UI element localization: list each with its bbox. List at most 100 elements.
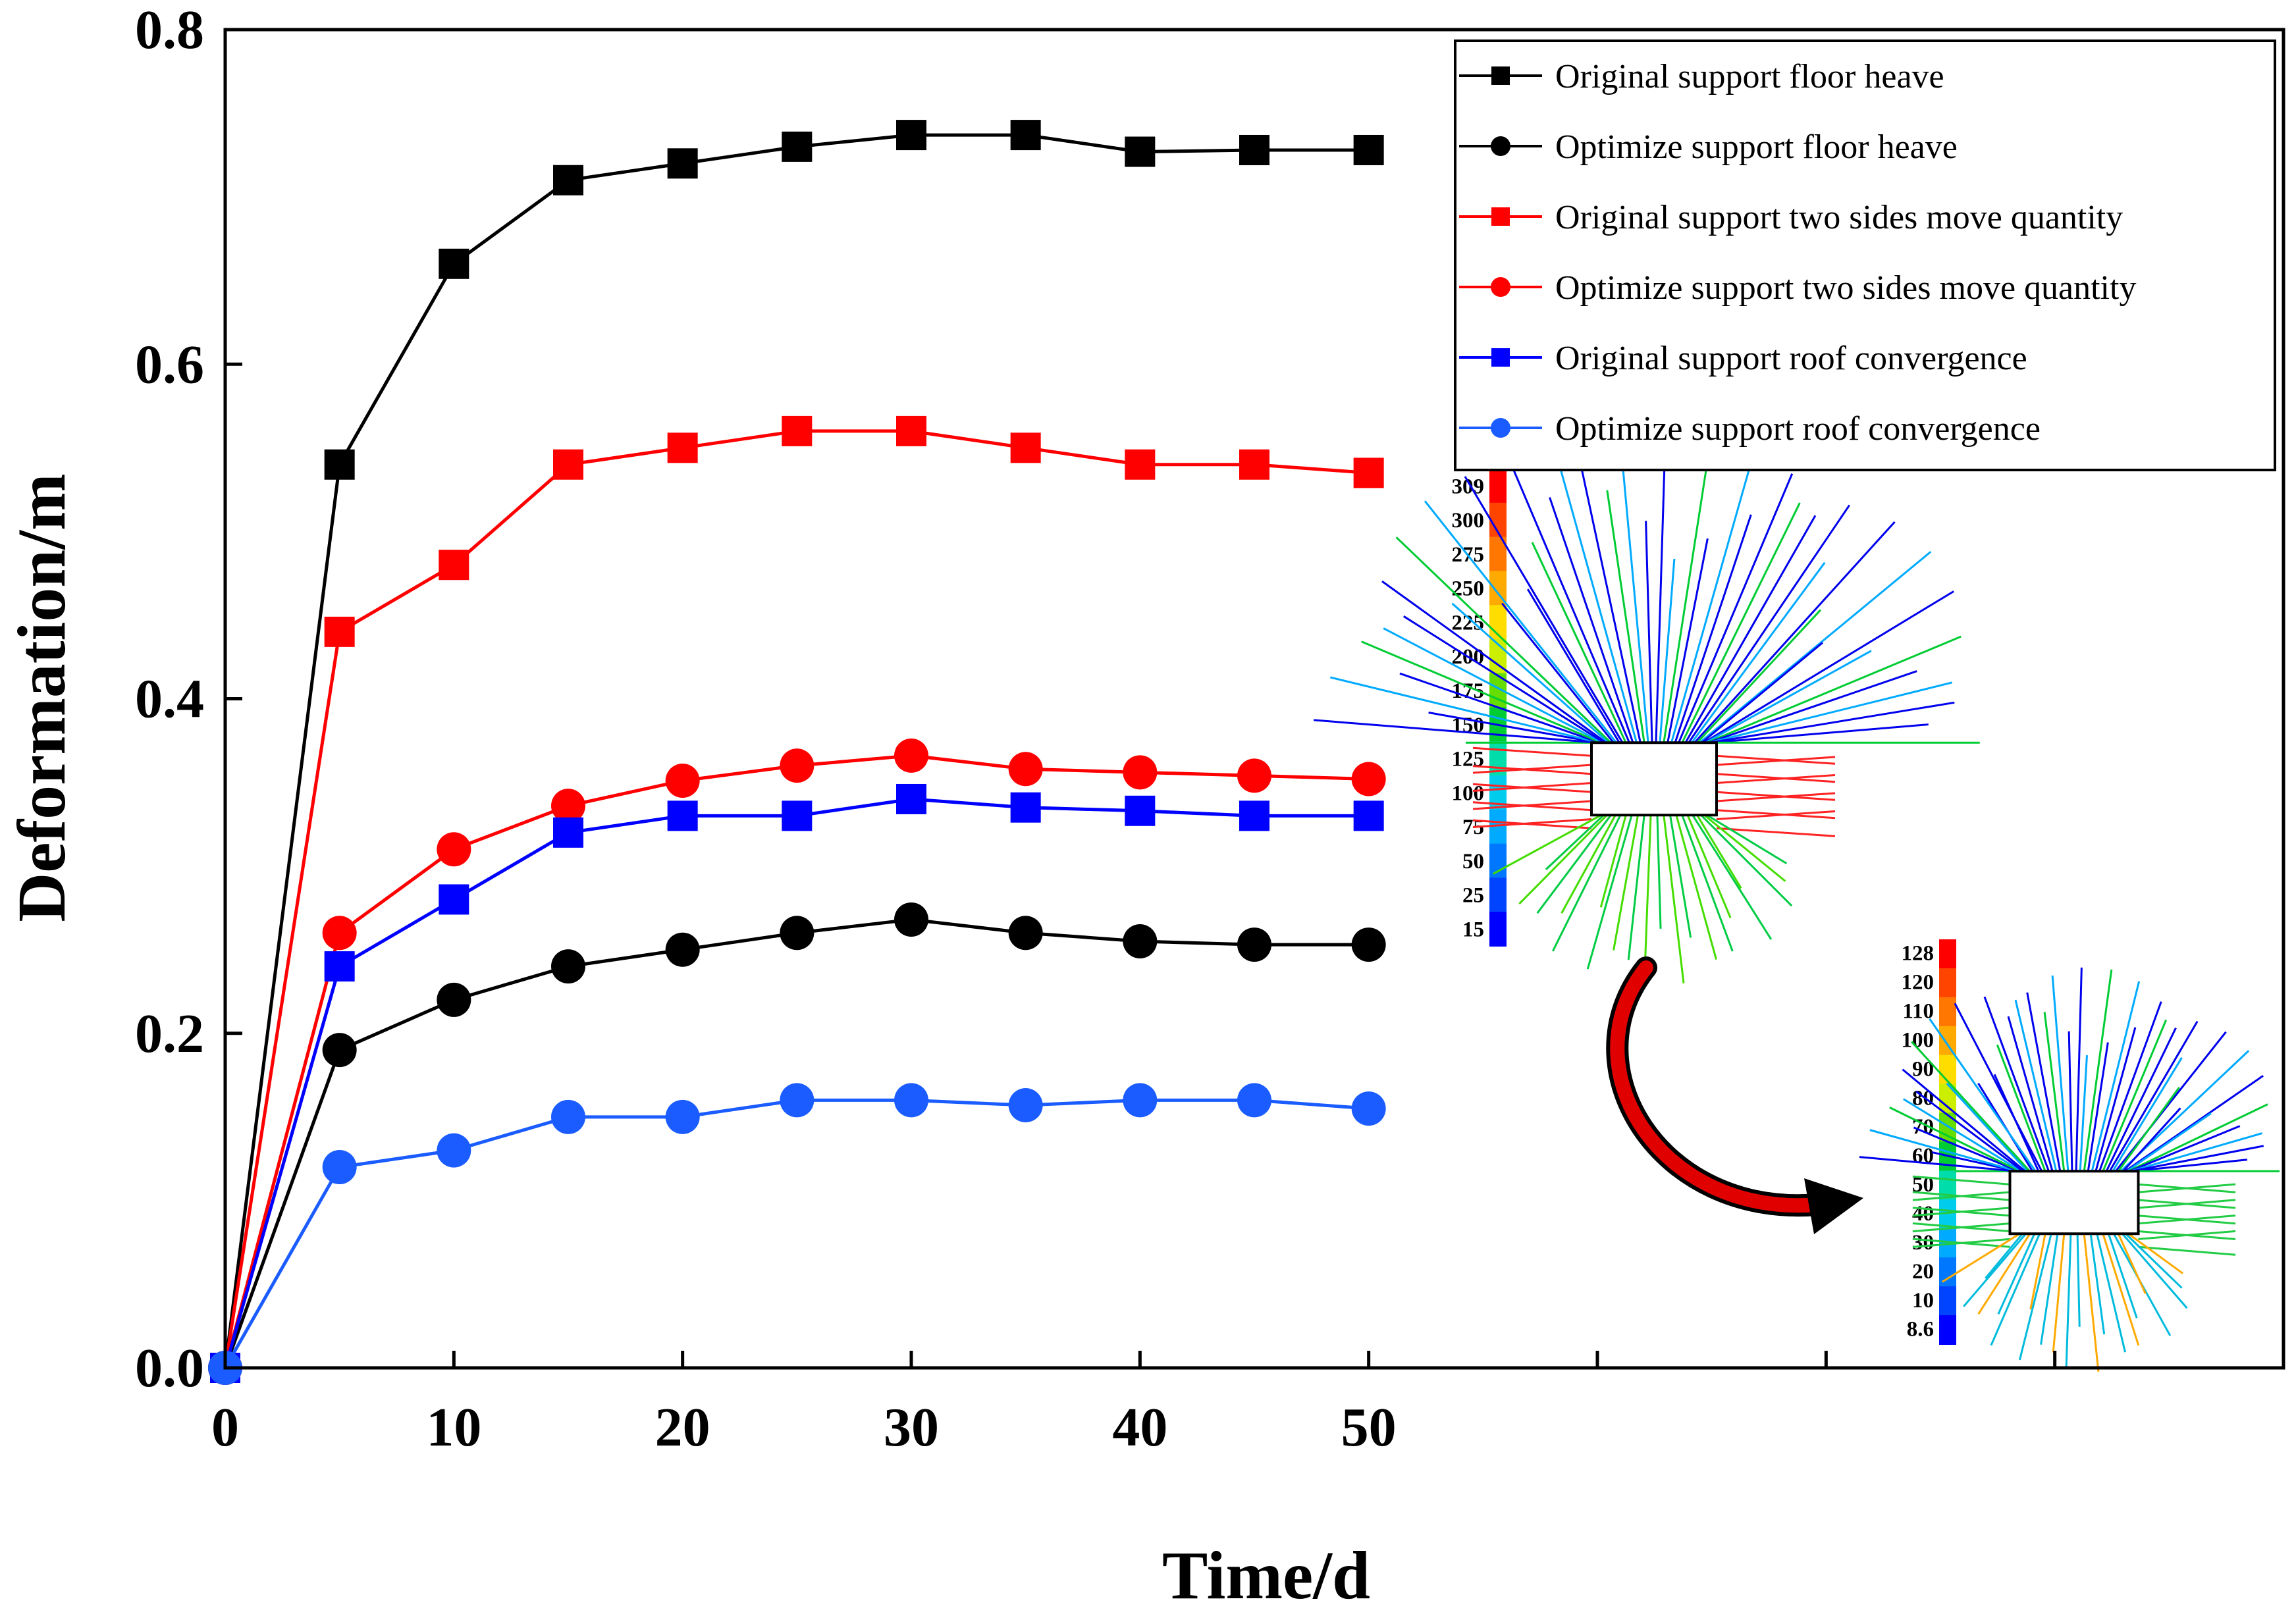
data-point — [896, 120, 926, 151]
vector-line — [2083, 969, 2113, 1172]
colorbar-band — [1489, 877, 1507, 913]
vector-line — [1472, 746, 1592, 757]
vector-line — [2127, 1103, 2268, 1172]
data-point — [782, 415, 813, 446]
legend-label: Optimize support two sides move quantity — [1555, 269, 2136, 307]
colorbar-label: 10 — [1912, 1289, 1934, 1313]
data-point — [667, 432, 698, 463]
vector-line — [1681, 814, 1734, 952]
vector-line — [2029, 1233, 2046, 1310]
vector-line — [1329, 676, 1599, 744]
vector-line — [1707, 670, 1917, 744]
data-point — [1239, 134, 1269, 165]
vector-line — [1663, 815, 1685, 983]
vector-line — [2138, 1245, 2236, 1256]
arrow-head — [1804, 1178, 1863, 1234]
vector-line — [2089, 1234, 2106, 1335]
vector-line — [1667, 538, 1709, 743]
vector-line — [1526, 588, 1620, 744]
colorbar-label: 8.6 — [1907, 1318, 1934, 1342]
vector-line — [2052, 1234, 2066, 1353]
vector-line — [1701, 642, 1824, 744]
vector-line — [1716, 827, 1836, 837]
legend-item: Optimize support roof convergence — [1459, 410, 2041, 448]
vector-line — [2138, 1214, 2236, 1225]
vector-line — [1545, 814, 1605, 870]
data-point — [1237, 1083, 1271, 1118]
vector-line — [1902, 1068, 2026, 1172]
vector-line — [1675, 814, 1717, 960]
data-point — [667, 148, 698, 179]
vector-line — [2043, 1012, 2066, 1172]
vector-line — [1681, 502, 1801, 743]
data-point — [1123, 755, 1158, 790]
vector-line — [1606, 490, 1645, 743]
data-point — [896, 783, 926, 814]
vector-line — [1716, 773, 1836, 783]
data-point — [1237, 758, 1271, 793]
vector-line — [1314, 719, 1598, 744]
series-2 — [210, 415, 1384, 1383]
vector-line — [2112, 1057, 2183, 1172]
colorbar-band — [1939, 1026, 1956, 1056]
colorbar-band — [1939, 1112, 1956, 1143]
vector-line — [1709, 701, 1955, 744]
vector-line — [1997, 1233, 2036, 1315]
colorbar-label: 309 — [1452, 475, 1485, 498]
x-tick-label: 0 — [211, 1397, 239, 1458]
vector-line — [1472, 800, 1592, 810]
legend-marker — [1491, 348, 1510, 367]
vector-line — [2122, 1107, 2181, 1172]
vector-line — [2126, 1112, 2212, 1172]
vector-line — [2026, 992, 2062, 1172]
vector-line — [2130, 1132, 2262, 1172]
series-layer — [208, 120, 1386, 1385]
colorbar-label: 225 — [1452, 611, 1485, 635]
data-point — [437, 832, 471, 867]
vector-line — [2091, 981, 2141, 1172]
colorbar-label: 20 — [1912, 1260, 1934, 1284]
vector-line — [2118, 1087, 2180, 1172]
vector-line — [1549, 497, 1634, 743]
vector-line — [1536, 814, 1612, 914]
vector-line — [1627, 815, 1645, 960]
vector-line — [1716, 791, 1836, 801]
vector-line — [2125, 1233, 2183, 1289]
vector-line — [1912, 1207, 2010, 1217]
vector-line — [1859, 1156, 2017, 1172]
vector-line — [2007, 1016, 2054, 1172]
data-point — [1123, 924, 1158, 958]
legend: Original support floor heave Optimize sup… — [1454, 39, 2276, 471]
vector-line — [1716, 774, 1836, 784]
vector-line — [1655, 419, 1667, 743]
colorbar-band — [1489, 912, 1507, 947]
vector-line — [1703, 590, 1954, 744]
vector-line — [2075, 967, 2083, 1172]
data-point — [780, 1083, 814, 1118]
vector-line — [1706, 635, 1962, 744]
insets-layer: 3093002752502252001751501251007550251512… — [1314, 419, 2280, 1372]
colorbar-band — [1939, 1257, 1956, 1288]
transition-arrow — [1606, 956, 1863, 1234]
vector-line — [1684, 515, 1817, 743]
vector-line — [1889, 1106, 2021, 1172]
vector-line — [1941, 1232, 2021, 1283]
vector-line — [2018, 1233, 2052, 1361]
arrow-shaft — [1610, 960, 1825, 1213]
data-point — [322, 1033, 357, 1068]
vector-line — [1706, 814, 1788, 865]
legend-item: Optimize support two sides move quantity — [1459, 269, 2136, 307]
vector-line — [1716, 809, 1836, 820]
original-support-plastic-zone: 30930027525022520017515012510075502515 — [1314, 419, 1980, 983]
vector-line — [1696, 814, 1742, 889]
data-point — [1125, 795, 1156, 826]
legend-item: Original support roof convergence — [1459, 340, 2027, 377]
data-point — [551, 789, 585, 823]
vector-line — [1703, 814, 1786, 882]
vector-line — [1996, 1044, 2046, 1172]
vector-line — [1472, 783, 1592, 793]
data-point — [1010, 792, 1041, 823]
vector-line — [1493, 814, 1602, 875]
vector-line — [2102, 1019, 2168, 1172]
colorbar-label: 15 — [1462, 918, 1484, 942]
